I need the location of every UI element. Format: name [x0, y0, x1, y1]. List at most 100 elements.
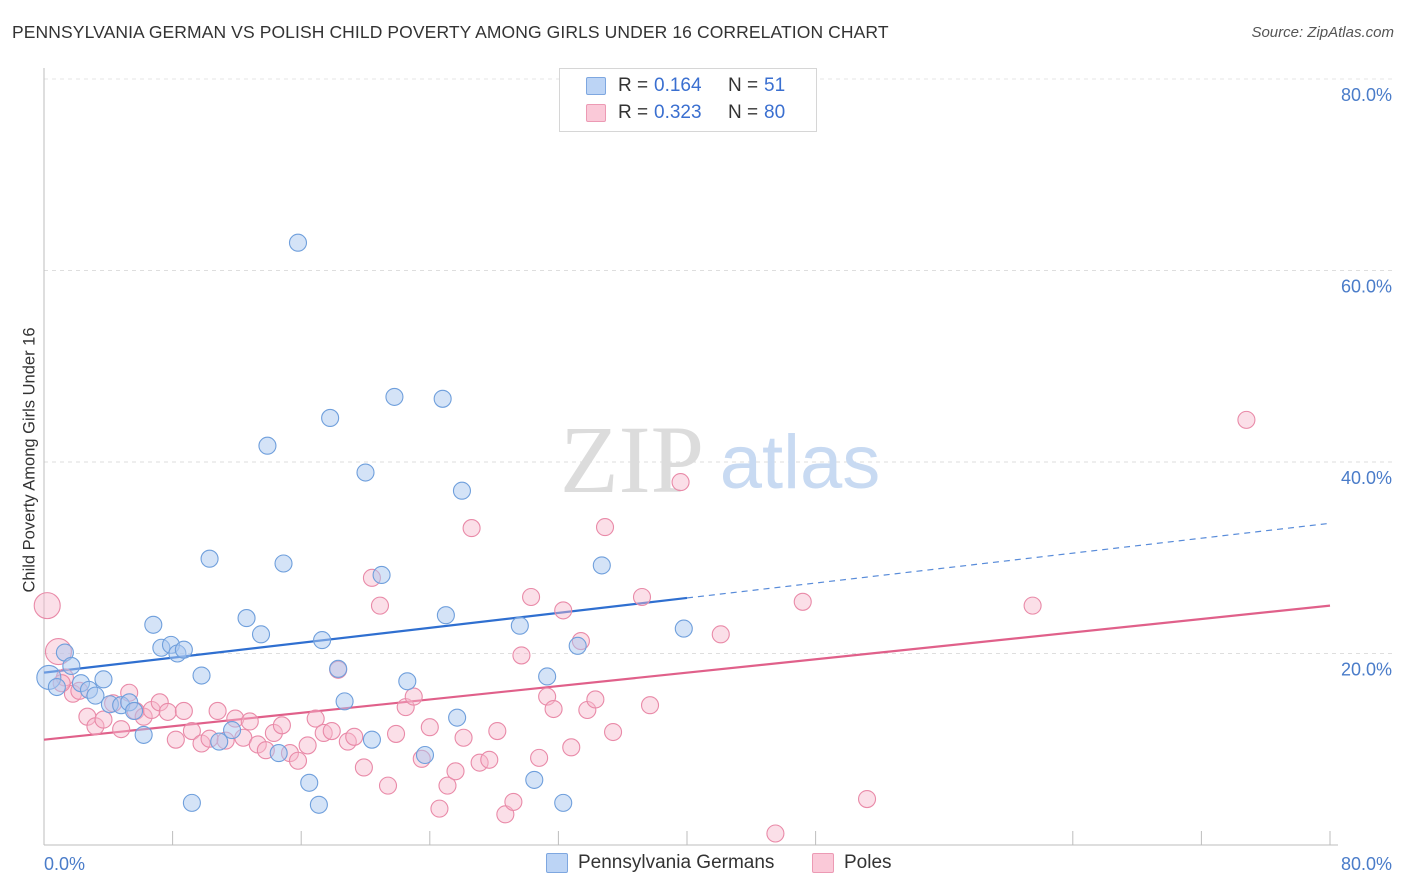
legend-r-label: R =: [618, 75, 649, 96]
legend-r-label: R =: [618, 102, 649, 123]
x-tick-label-start: 0.0%: [44, 854, 85, 874]
data-point-pennsylvania-germans: [288, 233, 308, 252]
data-point-pennsylvania-germans: [182, 793, 201, 812]
series-legend: Pennsylvania Germans Poles: [0, 852, 1406, 878]
data-point-pennsylvania-germans: [300, 773, 319, 792]
data-point-poles: [595, 518, 615, 537]
data-point-pennsylvania-germans: [335, 692, 354, 711]
data-point-pennsylvania-germans: [258, 436, 277, 455]
data-point-pennsylvania-germans: [200, 549, 219, 568]
legend-n-value: 80: [764, 102, 786, 123]
data-point-pennsylvania-germans: [174, 640, 193, 659]
data-point-poles: [208, 701, 227, 721]
data-point-pennsylvania-germans: [210, 732, 229, 751]
data-point-pennsylvania-germans: [134, 725, 153, 744]
data-point-poles: [182, 722, 201, 741]
watermark-zip: ZIP: [560, 406, 704, 513]
data-point-poles: [240, 712, 259, 731]
data-point-poles: [386, 724, 406, 743]
data-point-pennsylvania-germans: [62, 656, 81, 675]
data-point-pennsylvania-germans: [313, 631, 332, 650]
data-point-poles: [504, 792, 523, 811]
data-point-poles: [604, 722, 623, 742]
data-point-pennsylvania-germans: [94, 670, 113, 689]
data-point-poles: [1023, 596, 1042, 615]
legend-swatch-blue: [586, 77, 606, 95]
data-point-pennsylvania-germans: [538, 667, 557, 686]
data-point-poles: [94, 710, 113, 729]
axes: [43, 68, 1338, 846]
correlation-legend: R = 0.164 N = 51 R = 0.323 N = 80: [559, 68, 817, 132]
data-point-poles: [793, 592, 812, 611]
data-point-pennsylvania-germans: [385, 387, 404, 406]
legend-swatch-pink: [586, 104, 606, 122]
data-point-poles: [544, 699, 563, 719]
data-point-poles: [112, 720, 131, 739]
data-point-pennsylvania-germans: [674, 619, 693, 638]
legend-swatch-blue: [546, 853, 568, 873]
legend-n-label: N =: [728, 102, 759, 123]
trend-line-pennsylvania-germans: [43, 596, 688, 674]
trend-line-pennsylvania-germans-extension: [686, 522, 1331, 599]
data-point-poles: [298, 736, 317, 755]
data-point-pennsylvania-germans: [448, 708, 467, 727]
data-point-poles: [404, 687, 423, 706]
legend-label-poles: Poles: [844, 852, 892, 873]
data-point-pennsylvania-germans: [144, 615, 163, 634]
gridlines: [44, 78, 1392, 654]
data-point-pennsylvania-germans: [269, 744, 288, 763]
data-point-poles: [378, 776, 398, 795]
data-point-poles: [158, 702, 177, 721]
y-tick-label: 40.0%: [1341, 468, 1392, 488]
legend-label-pennsylvania-germans: Pennsylvania Germans: [578, 852, 775, 873]
data-point-pennsylvania-germans: [525, 770, 544, 789]
data-point-pennsylvania-germans: [274, 554, 293, 573]
data-point-poles: [562, 738, 581, 757]
data-point-pennsylvania-germans: [415, 745, 435, 765]
data-point-pennsylvania-germans: [568, 636, 587, 655]
source-label: Source: ZipAtlas.com: [1251, 24, 1394, 41]
data-point-pennsylvania-germans: [510, 616, 529, 635]
data-point-poles: [462, 519, 481, 538]
data-point-pennsylvania-germans: [309, 795, 328, 814]
x-tick-label-end: 80.0%: [1341, 854, 1392, 874]
data-point-pennsylvania-germans: [398, 672, 417, 691]
data-point-poles: [446, 762, 465, 781]
legend-swatch-pink: [812, 853, 834, 873]
data-point-pennsylvania-germans: [433, 389, 452, 408]
trend-lines: [43, 522, 1331, 741]
data-point-poles: [766, 824, 785, 843]
data-point-poles: [632, 587, 652, 607]
data-point-poles: [430, 799, 449, 818]
data-point-poles: [640, 696, 660, 715]
data-point-pennsylvania-germans: [436, 606, 455, 625]
data-point-poles: [322, 722, 341, 741]
chart-title: PENNSYLVANIA GERMAN VS POLISH CHILD POVE…: [12, 22, 889, 42]
data-point-poles: [33, 592, 61, 620]
pennsylvania-germans-points: [36, 233, 693, 814]
legend-n-label: N =: [728, 75, 759, 96]
data-point-poles: [857, 789, 877, 809]
data-point-poles: [306, 709, 325, 728]
data-point-pennsylvania-germans: [251, 625, 271, 644]
data-point-poles: [345, 727, 364, 746]
data-point-poles: [438, 776, 457, 795]
watermark: ZIP atlas: [560, 406, 880, 513]
data-point-poles: [554, 601, 573, 620]
data-point-poles: [370, 596, 390, 615]
data-point-poles: [586, 690, 605, 709]
data-point-poles: [1237, 410, 1256, 429]
data-point-poles: [272, 716, 291, 735]
legend-r-value: 0.164: [654, 75, 702, 96]
data-point-poles: [174, 701, 193, 721]
legend-r-value: 0.323: [654, 102, 702, 123]
data-point-poles: [671, 473, 690, 492]
data-point-pennsylvania-germans: [223, 721, 242, 740]
poles-points: [33, 410, 1256, 843]
data-point-poles: [512, 646, 531, 665]
data-point-pennsylvania-germans: [124, 701, 144, 721]
data-point-poles: [288, 751, 308, 770]
data-point-poles: [522, 587, 541, 607]
y-tick-label: 20.0%: [1341, 660, 1392, 680]
